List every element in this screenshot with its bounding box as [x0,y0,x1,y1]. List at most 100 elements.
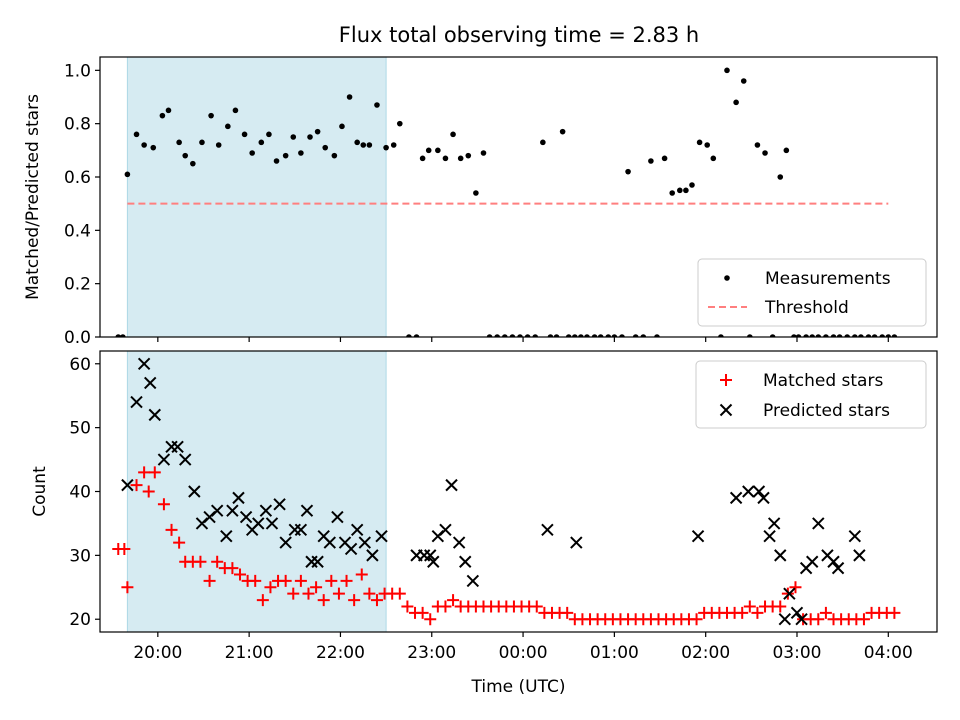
x-tick-label: 03:00 [772,643,821,663]
measurement-point [366,142,373,148]
measurement-point [374,102,380,108]
measurement-point [648,158,654,164]
x-tick-label: 04:00 [864,643,913,663]
matched-point [325,574,338,587]
measurement-point [208,112,214,119]
measurement-point [740,78,747,84]
axes-frame [99,56,938,338]
measurement-point [502,334,508,337]
matched-point [279,574,292,587]
measurement-point [425,147,432,154]
measurement-point [517,334,523,337]
measurement-point [795,334,802,337]
predicted-point [252,517,265,530]
matched-point [857,613,870,626]
measurement-point [632,334,639,337]
measurement-point [733,99,739,106]
predicted-point [774,549,787,562]
legend-predicted-marker [719,403,733,417]
measurement-point [762,150,768,156]
measurement-point [486,334,493,337]
measurement-point [120,334,126,337]
measurement-point [266,131,272,138]
legend: Measurements Threshold [697,258,927,327]
matched-point [393,587,406,600]
matched-point [447,594,460,607]
measurement-point [640,334,647,337]
measurement-point [524,334,531,337]
x-axis-label: Time (UTC) [471,677,566,697]
measurement-point [473,190,479,196]
measurement-point [754,142,761,148]
measurement-point [815,334,822,337]
predicted-point [827,555,840,568]
measurement-point [258,139,265,146]
predicted-point [171,440,184,454]
predicted-point [137,357,151,370]
matched-point [561,606,574,619]
measurement-point [273,158,280,164]
measurement-point [654,334,660,337]
y-tick-label: 60 [69,355,91,375]
predicted-point [427,555,440,568]
measurement-point [597,334,604,337]
predicted-point [294,523,308,537]
predicted-point [232,491,245,505]
measurement-point [232,107,239,114]
measurement-point [413,334,420,337]
measurement-point [225,123,231,130]
matched-point [121,581,134,594]
y-tick-label: 1.0 [64,61,91,81]
measurement-point [836,334,843,337]
measurement-point [406,334,412,337]
measurement-point [830,334,837,337]
legend-measurements-label: Measurements [765,269,891,289]
matched-point [142,485,155,498]
matched-point [812,613,825,626]
plot-area [112,351,901,632]
measurement-point [480,150,487,156]
measurement-point [419,155,426,162]
series-predicted-stars [121,357,866,626]
figure-title: Flux total observing time = 2.83 h [339,23,699,47]
series-matched-stars [112,466,901,626]
observing-span [126,351,387,632]
series-measurements [115,67,898,337]
matched-point [355,568,368,581]
measurement-point [871,334,878,337]
measurement-point [704,142,711,148]
predicted-point [157,453,171,466]
legend-box [697,258,927,327]
measurement-point [625,168,631,175]
measurement-point [578,334,584,337]
matched-point [743,600,756,613]
matched-point [751,606,764,619]
measurement-point [314,128,321,135]
measurement-point [354,139,360,146]
legend-box [695,360,927,429]
measurement-point [115,334,122,337]
predicted-point [148,408,161,422]
measurement-point [435,147,441,154]
measurement-point [769,334,776,337]
matched-point [118,542,131,555]
measurement-point [249,150,255,156]
measurement-point [683,187,689,194]
measurement-point [124,171,131,178]
measurement-point [457,155,464,162]
measurement-point [718,334,724,337]
matched-point [370,594,383,607]
measurement-point [619,334,625,337]
plot-area [115,57,898,337]
matched-point [332,587,345,600]
matched-point [256,594,269,607]
predicted-point [848,529,862,543]
matched-point [287,587,300,600]
measurement-point [282,152,289,159]
matched-point [736,606,749,619]
matched-point [340,574,353,587]
measurement-point [199,139,205,146]
count-panel: 20 30 40 50 60 Count 20:00 21:00 22:00 23:00 00:00… [30,350,938,697]
predicted-point [366,549,379,562]
matched-point [363,587,376,600]
